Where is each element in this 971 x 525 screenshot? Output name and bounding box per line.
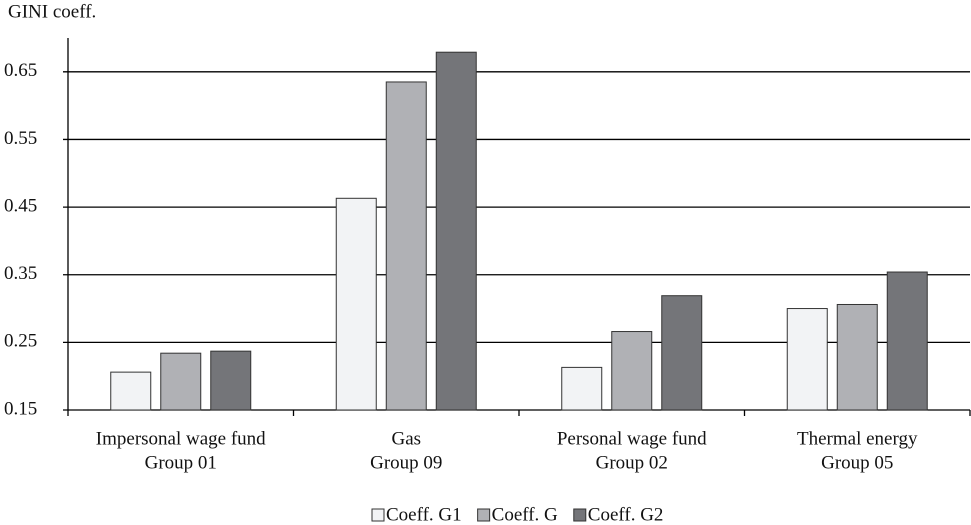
y-tick-label: 0.35 <box>4 263 37 284</box>
y-tick-label: 0.55 <box>4 128 37 149</box>
bar <box>335 197 377 411</box>
y-tick-label: 0.45 <box>4 195 37 216</box>
bar <box>836 303 878 411</box>
x-tick-label: Gas <box>391 428 421 449</box>
y-tick-label: 0.65 <box>4 60 37 81</box>
bar <box>561 366 603 411</box>
bar <box>160 352 202 411</box>
y-tick-label: 0.15 <box>4 398 37 419</box>
legend-label: Coeff. G2 <box>588 504 664 525</box>
bar <box>611 331 653 411</box>
legend-swatch <box>477 508 491 522</box>
bar <box>435 51 477 411</box>
bar <box>110 371 152 411</box>
x-tick-label: Group 09 <box>370 452 442 473</box>
x-tick-label: Impersonal wage fund <box>96 428 266 449</box>
y-axis-label: GINI coeff. <box>8 1 96 22</box>
x-tick-label: Group 01 <box>145 452 217 473</box>
x-tick-label: Thermal energy <box>797 428 918 449</box>
bar <box>661 295 703 411</box>
legend-swatch <box>371 508 385 522</box>
x-tick-label: Personal wage fund <box>557 428 707 449</box>
y-tick-label: 0.25 <box>4 331 37 352</box>
legend-swatch <box>573 508 587 522</box>
bar <box>385 81 427 411</box>
bar <box>786 308 828 411</box>
bar <box>886 271 928 411</box>
legend-label: Coeff. G1 <box>386 504 462 525</box>
bar <box>210 350 252 411</box>
legend-label: Coeff. G <box>492 504 558 525</box>
x-tick-label: Group 02 <box>596 452 668 473</box>
x-tick-label: Group 05 <box>821 452 893 473</box>
